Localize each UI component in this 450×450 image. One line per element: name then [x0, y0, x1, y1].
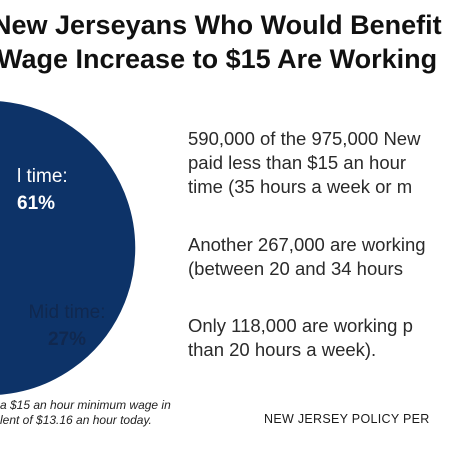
footnote: a $15 an hour minimum wage in lent of $1…: [0, 398, 171, 428]
chart-title: New Jerseyans Who Would Benefit Wage Inc…: [0, 8, 450, 76]
chart-title-line-1: New Jerseyans Who Would Benefit: [0, 10, 442, 40]
footnote-line: lent of $13.16 an hour today.: [0, 413, 152, 427]
description-line: Another 267,000 are working: [188, 234, 426, 255]
description-part-time: Only 118,000 are working p than 20 hours…: [188, 314, 450, 362]
description-line: 590,000 of the 975,000 New: [188, 128, 421, 149]
description-mid-time: Another 267,000 are working (between 20 …: [188, 233, 450, 281]
slice-value-full-time: 61%: [17, 193, 55, 214]
source-credit: NEW JERSEY POLICY PER: [264, 412, 430, 426]
description-line: time (35 hours a week or m: [188, 176, 413, 197]
slice-label-full-time: l time:: [17, 166, 68, 187]
description-line: (between 20 and 34 hours: [188, 258, 403, 279]
description-line: Only 118,000 are working p: [188, 315, 413, 336]
pie-slice-full-time: [0, 99, 137, 397]
description-line: paid less than $15 an hour: [188, 152, 407, 173]
slice-label-mid-time: Mid time:: [28, 302, 105, 323]
description-full-time: 590,000 of the 975,000 New paid less tha…: [188, 127, 450, 199]
slice-value-mid-time: 27%: [48, 329, 86, 350]
chart-title-line-2: Wage Increase to $15 Are Working: [0, 44, 438, 74]
footnote-line: a $15 an hour minimum wage in: [0, 398, 171, 412]
description-line: than 20 hours a week).: [188, 339, 377, 360]
